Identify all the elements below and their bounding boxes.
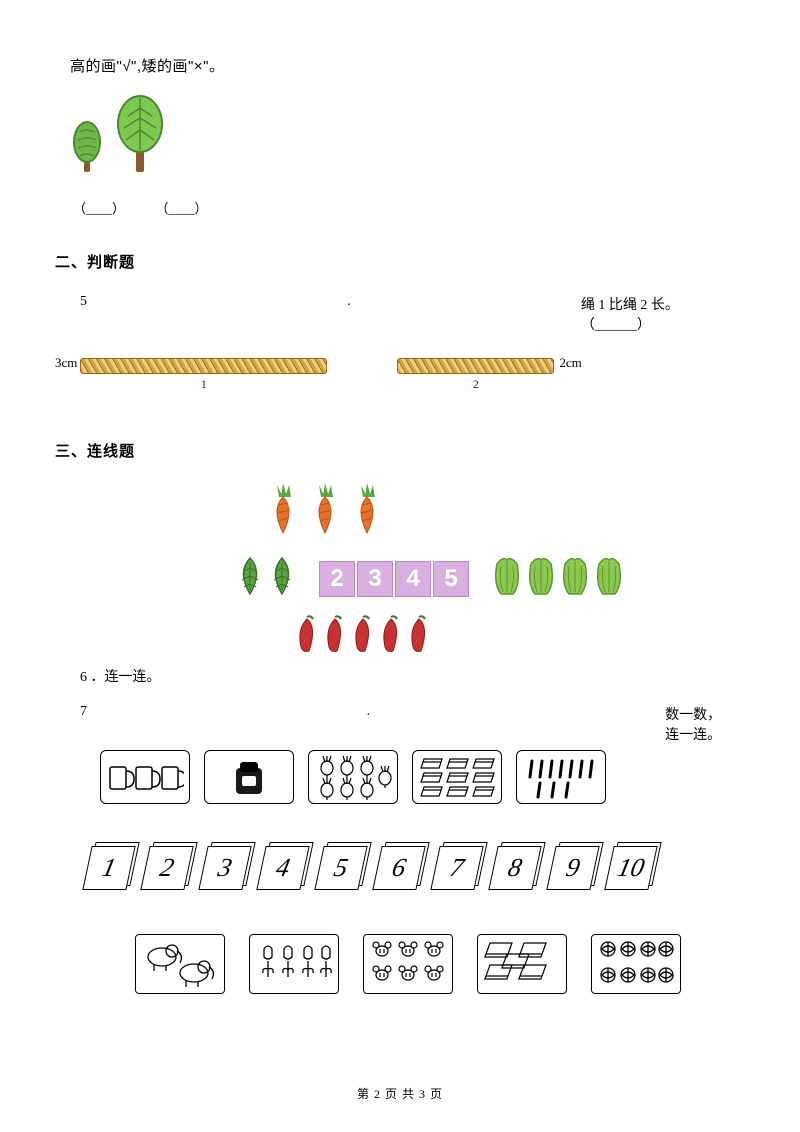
chili-icon [319, 613, 347, 660]
instruction-text: 高的画"√",矮的画"×"。 [70, 55, 730, 76]
section-2-head: 二、判断题 [55, 251, 730, 272]
cabbage-icon [559, 554, 591, 603]
mugs-icon [106, 757, 184, 797]
bees-icon [368, 939, 448, 989]
tulips-icon [254, 939, 334, 989]
rope1-icon [80, 358, 327, 374]
q7-dot: . [367, 704, 371, 744]
numcard-4: 4 [395, 561, 431, 597]
number-row: 12345678910 [87, 846, 730, 894]
section-3-head: 三、连线题 [55, 440, 730, 461]
cabbage-icon [491, 554, 523, 603]
erasers-icon [418, 755, 496, 799]
box-books [477, 934, 567, 994]
carrots-row [265, 483, 730, 540]
tree-small-icon [70, 120, 104, 174]
box-erasers [412, 750, 502, 804]
rope2-label: 2cm [559, 355, 581, 371]
chili-icon [375, 613, 403, 660]
box-tulips [249, 934, 339, 994]
number-card-7: 7 [435, 846, 483, 894]
books-icon [482, 939, 562, 989]
box-balls [591, 934, 681, 994]
balls-icon [596, 939, 676, 989]
blanks-row: （____） （____） [73, 198, 730, 217]
rope1-block: 1 [80, 358, 327, 392]
carrot-icon [265, 483, 301, 540]
q5-text[interactable]: 绳 1 比绳 2 长。 （______） [581, 294, 730, 334]
tree-big-icon [114, 94, 166, 174]
leaf-icon [267, 554, 297, 603]
boxrow-top [100, 750, 730, 804]
rope2-icon [397, 358, 554, 374]
number-card-4: 4 [261, 846, 309, 894]
trees-row [70, 94, 730, 174]
blank-left[interactable]: （____） [73, 201, 125, 216]
numcard-2: 2 [319, 561, 355, 597]
number-card-10: 10 [609, 846, 657, 894]
box-backpack [204, 750, 294, 804]
boxrow-bottom [135, 934, 730, 994]
q7-num: 7 [80, 704, 92, 744]
carrot-icon [349, 483, 385, 540]
number-card-2: 2 [145, 846, 193, 894]
q6-label: 6 ．连一连。 [80, 666, 730, 686]
q6-row2: 2345 [235, 554, 730, 603]
rope1-label: 3cm [55, 355, 77, 371]
rope1-num: 1 [201, 377, 207, 392]
sticks-icon [522, 755, 600, 799]
cabbages-group [491, 554, 625, 603]
radishes-icon [313, 754, 393, 800]
rope2-block: 2 [397, 358, 554, 392]
number-card-9: 9 [551, 846, 599, 894]
ropes-row: 3cm 1 2 2cm [55, 358, 730, 392]
chili-icon [347, 613, 375, 660]
numcard-3: 3 [357, 561, 393, 597]
blank-right[interactable]: （____） [156, 201, 208, 216]
carrot-icon [307, 483, 343, 540]
chilis-group [291, 613, 730, 660]
box-radishes [308, 750, 398, 804]
number-card-8: 8 [493, 846, 541, 894]
number-card-1: 1 [87, 846, 135, 894]
numcards: 2345 [319, 561, 469, 597]
backpack-icon [228, 756, 270, 798]
page-footer: 第 2 页 共 3 页 [0, 1085, 800, 1102]
box-sticks [516, 750, 606, 804]
number-card-6: 6 [377, 846, 425, 894]
box-bees [363, 934, 453, 994]
elephants-icon [140, 939, 220, 989]
page-root: 高的画"√",矮的画"×"。 （____） （____） 二、判断题 5 . 绳… [0, 0, 800, 1132]
number-card-5: 5 [319, 846, 367, 894]
leaf-icon [235, 554, 265, 603]
q5-dot: . [347, 294, 351, 334]
q5-num: 5 [80, 294, 97, 334]
chili-icon [291, 613, 319, 660]
q7-text: 数一数，连一连。 [665, 704, 730, 744]
box-mugs [100, 750, 190, 804]
q5-row: 5 . 绳 1 比绳 2 长。 （______） [80, 294, 730, 334]
cabbage-icon [525, 554, 557, 603]
q6-area: 2345 [235, 483, 730, 660]
box-elephants [135, 934, 225, 994]
number-card-3: 3 [203, 846, 251, 894]
q7-row: 7 . 数一数，连一连。 [80, 704, 730, 744]
leaves-group [235, 554, 297, 603]
chili-icon [403, 613, 431, 660]
rope2-num: 2 [473, 377, 479, 392]
numcard-5: 5 [433, 561, 469, 597]
cabbage-icon [593, 554, 625, 603]
